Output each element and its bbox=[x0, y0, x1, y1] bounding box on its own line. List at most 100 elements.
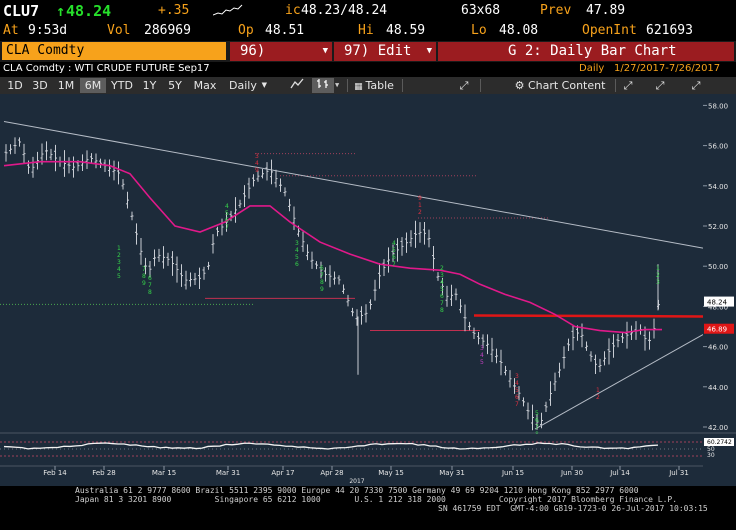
count-digit: 3 bbox=[440, 272, 444, 279]
quote-line-1: CLU7 ↑ 48.24 +.35 ic 48.23/48.24 63x68 P… bbox=[0, 0, 736, 22]
count-digit: 3 bbox=[295, 240, 299, 247]
y-tick-label: 48.00 bbox=[708, 303, 728, 311]
volume-value: 286969 bbox=[144, 23, 191, 38]
count-digit: 9 bbox=[418, 195, 422, 202]
date-axis: Feb 14 Feb 28 Mar 15 Mar 31 Apr 17 Apr 28 May … bbox=[0, 465, 736, 486]
count-digit: 2 bbox=[117, 252, 121, 259]
expand-icon[interactable]: ⤢ bbox=[459, 79, 469, 92]
chevron-down-icon: ▼ bbox=[426, 46, 432, 56]
price-axis: 58.00 56.00 54.00 52.00 50.00 48.00 46.00 44.00… bbox=[703, 94, 736, 432]
footer-phones-1: Australia 61 2 9777 8600 Brazil 5511 239… bbox=[75, 486, 639, 495]
period-button-max[interactable]: Max bbox=[193, 79, 217, 92]
y-tick-label: 58.00 bbox=[708, 102, 728, 110]
last-price-tag bbox=[704, 296, 734, 307]
count-digit: 7 bbox=[392, 261, 396, 268]
frequency-select[interactable]: Daily ▼ bbox=[226, 78, 269, 93]
period-button-1d[interactable]: 1D bbox=[7, 79, 23, 92]
count-digit: 6 bbox=[320, 265, 324, 272]
price-chart[interactable]: 1234578967845673493456678945679122345678… bbox=[0, 94, 736, 486]
chevron-down-icon: ▼ bbox=[335, 81, 340, 89]
count-digit: 8 bbox=[440, 307, 444, 314]
y-tick-label: 56.00 bbox=[708, 143, 728, 151]
count-digit: 2 bbox=[418, 209, 422, 216]
frequency-label: Daily bbox=[229, 79, 257, 92]
count-digit: 7 bbox=[225, 224, 229, 231]
low-value: 48.08 bbox=[499, 23, 539, 38]
count-digit: 8 bbox=[148, 289, 152, 296]
high-label: Hi bbox=[358, 23, 374, 38]
downtrend-line bbox=[3, 120, 704, 249]
count-digit: 3 bbox=[255, 153, 259, 160]
count-digit: 9 bbox=[320, 286, 324, 293]
chart-content-button[interactable]: ⚙ Chart Content bbox=[510, 78, 610, 93]
count-digit: 1 bbox=[418, 202, 422, 209]
count-digit: 5 bbox=[440, 286, 444, 293]
settings-icon[interactable]: ⤢ bbox=[691, 79, 701, 92]
table-label: Table bbox=[365, 79, 394, 92]
actions-menu[interactable]: 96) Actions ▼ bbox=[230, 42, 332, 78]
count-digit: 4 bbox=[480, 352, 484, 359]
edit-menu[interactable]: 97) Edit ▼ bbox=[334, 42, 436, 61]
grid bbox=[0, 153, 548, 332]
count-digit: 4 bbox=[295, 247, 299, 254]
sparkline-icon bbox=[213, 4, 243, 16]
count-digit: 4 bbox=[515, 380, 519, 387]
count-digit: 7 bbox=[320, 272, 324, 279]
date-range[interactable]: 1/27/2017-7/26/2017 bbox=[614, 63, 721, 74]
time-label: At bbox=[3, 23, 19, 38]
y-tick-label: 54.00 bbox=[708, 183, 728, 191]
y-tick-label: 44.00 bbox=[708, 384, 728, 392]
table-icon: ▦ bbox=[354, 82, 366, 92]
count-digit: 5 bbox=[117, 273, 121, 280]
period-button-1m[interactable]: 1M bbox=[57, 79, 75, 92]
table-button[interactable]: ▦ Table bbox=[350, 78, 398, 93]
zoom-icon[interactable]: ⤢ bbox=[623, 79, 633, 92]
resistance-line bbox=[473, 314, 704, 318]
count-digit: 5 bbox=[535, 410, 539, 417]
uptrend-line bbox=[534, 334, 704, 430]
line-chart-icon[interactable] bbox=[287, 78, 307, 93]
period-button-6m[interactable]: 6M bbox=[80, 78, 106, 93]
count-digit: 9 bbox=[255, 167, 259, 174]
oscillator-background bbox=[0, 434, 736, 466]
ma-tag-label: 46.89 bbox=[707, 326, 727, 334]
ticker-symbol[interactable]: CLU7 bbox=[3, 2, 40, 20]
last-price-tag-label: 48.24 bbox=[707, 299, 728, 307]
chart-title: G 2: Daily Bar Chart w/Volume bbox=[438, 42, 734, 78]
period-button-3d[interactable]: 3D bbox=[32, 79, 48, 92]
count-digit: 7 bbox=[440, 300, 444, 307]
period-button-ytd[interactable]: YTD bbox=[111, 79, 133, 92]
count-digit: 8 bbox=[142, 273, 146, 280]
security-field[interactable]: CLA Comdty bbox=[2, 42, 226, 60]
footer-session: SN 461759 EDT GMT-4:00 G819-1723-0 26-Ju… bbox=[438, 504, 708, 513]
count-digit: 3 bbox=[117, 259, 121, 266]
count-digit: 3 bbox=[656, 279, 660, 286]
count-digit: 7 bbox=[148, 282, 152, 289]
period-button-1y[interactable]: 1Y bbox=[142, 79, 157, 92]
period-button-5y[interactable]: 5Y bbox=[168, 79, 182, 92]
count-digit: 7 bbox=[535, 424, 539, 431]
open-label: Op bbox=[238, 23, 254, 38]
open-interest-label: OpenInt bbox=[582, 23, 637, 38]
count-digit: 1 bbox=[596, 387, 600, 394]
chart-content-icon: ⚙ bbox=[514, 79, 528, 92]
footer-phones-2: Japan 81 3 3201 8900 Singapore 65 6212 1… bbox=[75, 495, 678, 504]
x-tick-label: Feb 28 bbox=[92, 469, 116, 477]
x-tick-label: Jun 15 bbox=[501, 469, 524, 477]
y-tick-label: 42.00 bbox=[708, 424, 728, 432]
x-tick-label: Jun 30 bbox=[560, 469, 583, 477]
pan-icon[interactable]: ⤢ bbox=[655, 79, 665, 92]
sequential-counts: 1234578967845673493456678945679122345678… bbox=[117, 153, 660, 445]
chevron-down-icon: ▼ bbox=[261, 81, 267, 89]
x-tick-label: Apr 17 bbox=[271, 469, 294, 477]
high-value: 48.59 bbox=[386, 23, 426, 38]
count-digit: 3 bbox=[480, 345, 484, 352]
year-label: 2017 bbox=[349, 478, 364, 485]
x-tick-label: Jul 14 bbox=[609, 469, 630, 477]
x-tick-label: Apr 28 bbox=[320, 469, 343, 477]
count-digit: 4 bbox=[392, 240, 396, 247]
bar-chart-icon[interactable] bbox=[312, 78, 334, 93]
count-digit: 9 bbox=[142, 280, 146, 287]
count-digit: 6 bbox=[535, 417, 539, 424]
